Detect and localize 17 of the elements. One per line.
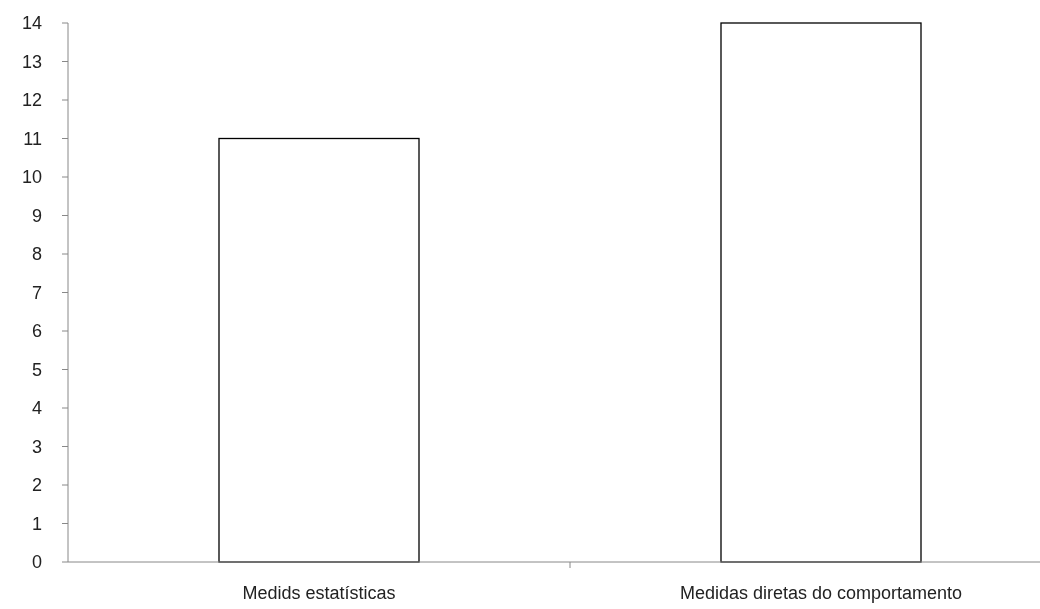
y-tick-label: 11 <box>23 128 42 149</box>
y-tick-label: 1 <box>31 513 42 534</box>
x-tick-label: Medids estatísticas <box>242 583 396 603</box>
y-tick-label: 12 <box>21 90 42 111</box>
y-tick-label: 14 <box>21 13 42 34</box>
y-tick-label: 13 <box>21 51 42 72</box>
y-tick-label: 0 <box>31 552 42 573</box>
y-tick-label: 5 <box>31 359 42 380</box>
x-tick-label: Medidas diretas do comportamento <box>679 583 963 603</box>
y-tick-label: 8 <box>31 244 42 265</box>
y-tick-label: 3 <box>31 436 42 457</box>
y-tick-label: 10 <box>21 167 42 188</box>
y-tick-label: 2 <box>31 475 42 496</box>
y-tick-label: 9 <box>31 205 42 226</box>
y-tick-label: 6 <box>31 321 42 342</box>
y-tick-label: 7 <box>31 282 42 303</box>
y-tick-label: 4 <box>31 398 42 419</box>
